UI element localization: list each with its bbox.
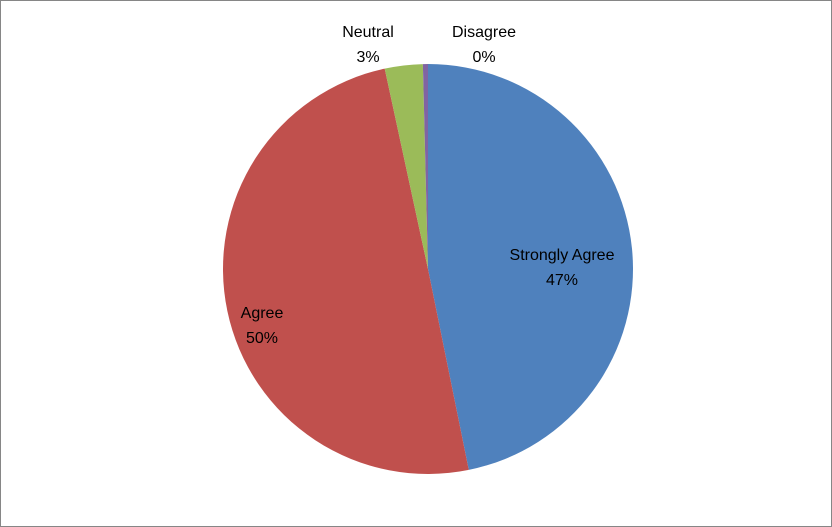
- pie-slices: [222, 64, 634, 475]
- pie-slice-disagree: [422, 64, 428, 269]
- slice-pct-strongly-agree: 47%: [546, 272, 578, 289]
- slice-label-neutral: Neutral: [342, 24, 394, 41]
- pie-slice-neutral: [384, 64, 428, 269]
- pie-slice-strongly-agree: [428, 64, 634, 470]
- slice-pct-agree: 50%: [246, 330, 278, 347]
- slice-label-agree: Agree: [241, 305, 284, 322]
- slice-label-disagree: Disagree: [452, 24, 516, 41]
- pie-slice-agree: [222, 68, 469, 475]
- slice-pct-neutral: 3%: [356, 49, 379, 66]
- slice-pct-disagree: 0%: [472, 49, 495, 66]
- slice-label-strongly-agree: Strongly Agree: [510, 247, 615, 264]
